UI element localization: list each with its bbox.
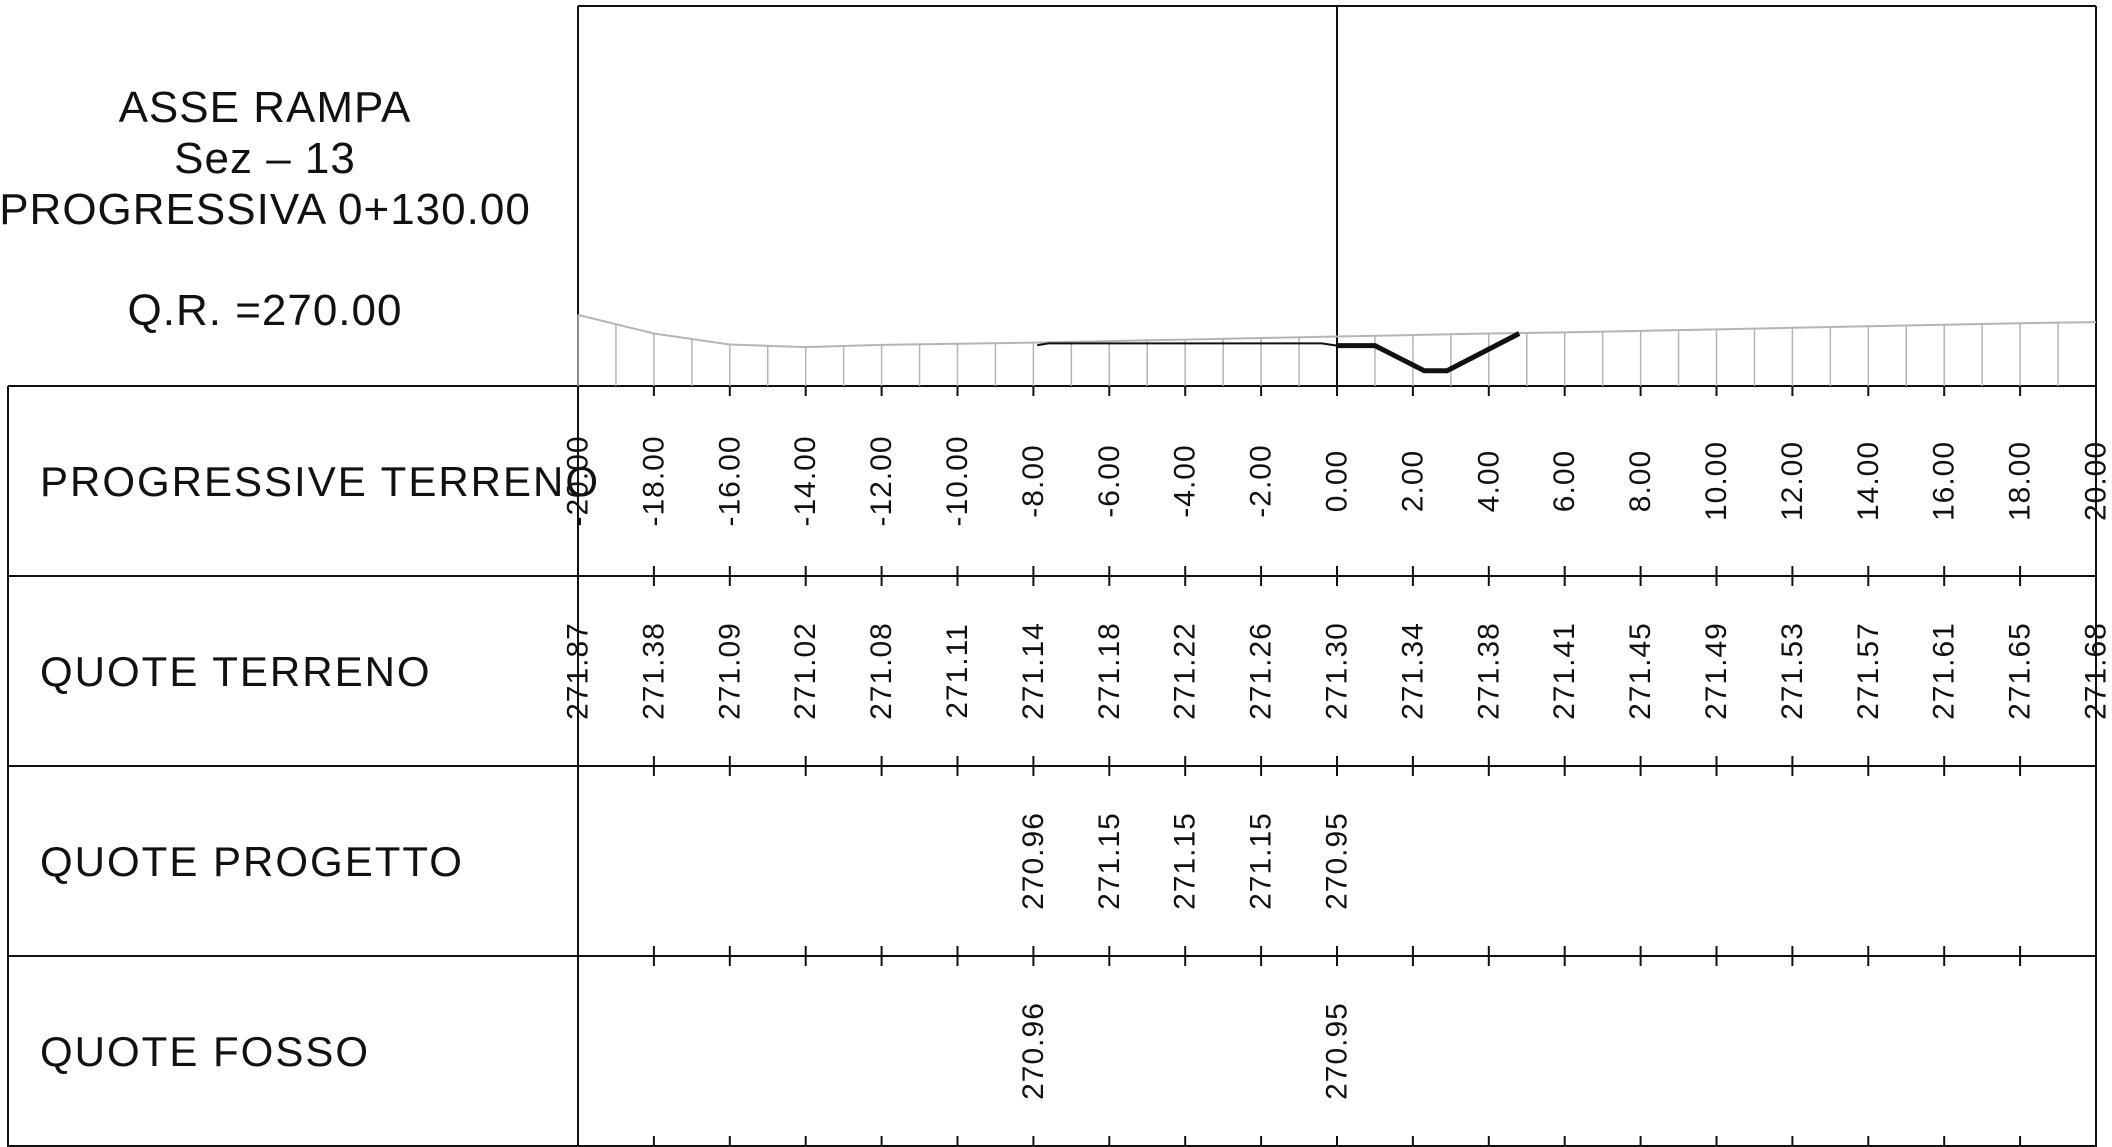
title-block: ASSE RAMPA Sez – 13 PROGRESSIVA 0+130.00… (0, 83, 531, 335)
row-labels: PROGRESSIVE TERRENO QUOTE TERRENO QUOTE … (40, 458, 600, 1075)
title-line-2: Sez – 13 (174, 134, 356, 183)
station-label: 10.00 (1700, 441, 1733, 521)
row-label-ditch-elevation: QUOTE FOSSO (40, 1028, 370, 1075)
ditch-elevation-value: 270.96 (1017, 1002, 1050, 1100)
station-label: -20.00 (562, 435, 595, 526)
ground-elevation-value: 271.61 (1928, 622, 1961, 720)
row-label-project-elevation: QUOTE PROGETTO (40, 838, 464, 885)
station-label: -14.00 (789, 435, 822, 526)
station-label: 4.00 (1472, 450, 1505, 512)
title-line-1: ASSE RAMPA (119, 83, 412, 132)
station-label: -12.00 (865, 435, 898, 526)
ground-elevation-value: 271.11 (941, 623, 974, 719)
ground-elevation-value: 271.45 (1624, 622, 1657, 720)
station-label: -10.00 (941, 435, 974, 526)
station-label: 6.00 (1548, 450, 1581, 512)
ground-elevation-value: 271.38 (1472, 622, 1505, 720)
station-label: 12.00 (1776, 441, 1809, 521)
profile-layer (577, 313, 2097, 386)
title-line-3: PROGRESSIVA 0+130.00 (0, 185, 531, 234)
station-label: -18.00 (637, 435, 670, 526)
ground-profile-line (577, 313, 2097, 349)
ground-elevation-value: 271.38 (637, 622, 670, 720)
road-design-profile (1037, 342, 1338, 347)
station-label: -8.00 (1017, 444, 1050, 517)
ground-elevation-value: 271.18 (1093, 622, 1126, 720)
row-label-progressive: PROGRESSIVE TERRENO (40, 458, 600, 505)
data-table-grid (7, 385, 2096, 1147)
ground-elevation-value: 271.57 (1852, 622, 1885, 720)
ditch-design-profile (1337, 331, 1521, 374)
station-label: 16.00 (1928, 441, 1961, 521)
ground-elevation-value: 271.65 (2004, 622, 2037, 720)
project-elevation-value: 270.96 (1017, 812, 1050, 910)
ground-elevation-value: 271.53 (1776, 622, 1809, 720)
project-elevation-value: 271.15 (1093, 812, 1126, 910)
station-label: -6.00 (1093, 444, 1126, 517)
ground-elevation-value: 271.14 (1017, 622, 1050, 720)
ground-elevation-value: 271.26 (1245, 622, 1278, 720)
station-label: 20.00 (2080, 441, 2112, 521)
station-label: 0.00 (1321, 450, 1354, 512)
station-label: 2.00 (1396, 450, 1429, 512)
ground-elevation-value: 271.02 (789, 622, 822, 720)
reference-elevation: Q.R. =270.00 (128, 286, 403, 335)
ditch-elevation-value: 270.95 (1321, 1002, 1354, 1100)
table-values: -20.00 -18.00 -16.00 -14.00 -12.00 -10.00 -8.0… (562, 435, 2112, 1099)
station-label: -4.00 (1169, 444, 1202, 517)
ground-elevation-value: 271.08 (865, 622, 898, 720)
station-label: 14.00 (1852, 441, 1885, 521)
tick-marks (577, 386, 2097, 1146)
project-elevation-value: 271.15 (1245, 812, 1278, 910)
project-elevation-value: 271.15 (1169, 812, 1202, 910)
row-label-ground-elevation: QUOTE TERRENO (40, 648, 432, 695)
station-label: -2.00 (1245, 444, 1278, 517)
station-label: -16.00 (713, 435, 746, 526)
ground-elevation-value: 271.41 (1548, 622, 1581, 720)
ground-elevation-value: 271.68 (2080, 622, 2112, 720)
station-label: 18.00 (2004, 441, 2037, 521)
ground-elevation-value: 271.22 (1169, 622, 1202, 720)
station-label: 8.00 (1624, 450, 1657, 512)
ground-elevation-value: 271.30 (1321, 622, 1354, 720)
ground-elevation-value: 271.87 (562, 622, 595, 720)
project-elevation-value: 270.95 (1321, 812, 1354, 910)
ground-elevation-value: 271.49 (1700, 622, 1733, 720)
ground-elevation-value: 271.34 (1396, 622, 1429, 720)
ground-elevation-value: 271.09 (713, 622, 746, 720)
